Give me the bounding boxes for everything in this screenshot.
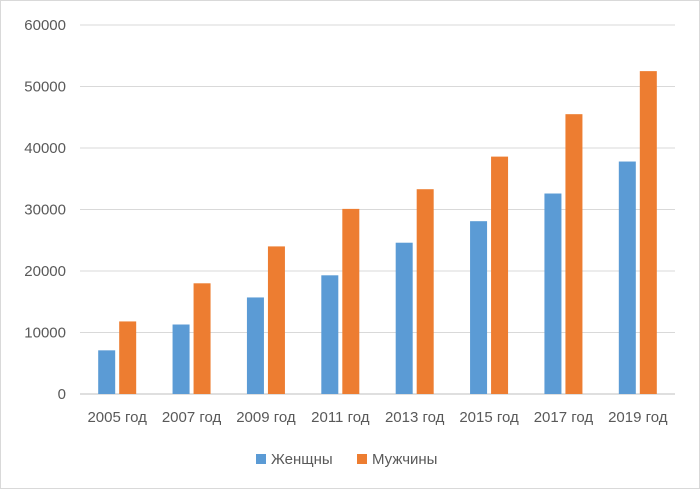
- bar-women-4: [395, 242, 413, 394]
- x-tick-label-5: 2015 год: [459, 409, 519, 426]
- legend-label-women: Женщны: [271, 451, 333, 468]
- bar-women-3: [321, 275, 339, 394]
- legend-swatch-men: [357, 454, 367, 464]
- x-tick-label-6: 2017 год: [534, 409, 594, 426]
- bar-men-3: [342, 208, 360, 394]
- y-tick-label-2: 20000: [24, 263, 66, 280]
- bar-women-7: [618, 161, 636, 394]
- x-tick-label-3: 2011 год: [311, 409, 370, 426]
- y-tick-label-6: 60000: [24, 17, 66, 34]
- legend-label-men: Мужчины: [372, 451, 437, 468]
- x-tick-label-0: 2005 год: [87, 409, 147, 426]
- bar-men-4: [416, 189, 434, 394]
- bar-men-2: [267, 246, 285, 394]
- x-tick-label-7: 2019 год: [608, 409, 668, 426]
- bar-men-1: [193, 283, 211, 394]
- bar-women-6: [544, 193, 562, 394]
- bar-women-5: [470, 221, 488, 394]
- x-tick-label-1: 2007 год: [162, 409, 222, 426]
- bar-men-0: [119, 321, 137, 394]
- y-tick-label-1: 10000: [24, 325, 66, 342]
- bar-men-6: [565, 114, 583, 395]
- legend-swatch-women: [256, 454, 266, 464]
- y-tick-label-0: 0: [58, 386, 66, 403]
- bar-men-7: [639, 71, 657, 394]
- y-tick-label-5: 50000: [24, 79, 66, 96]
- x-tick-label-2: 2009 год: [236, 409, 296, 426]
- y-tick-label-4: 40000: [24, 140, 66, 157]
- bar-women-2: [246, 297, 264, 394]
- bar-women-0: [98, 350, 116, 394]
- bar-men-5: [491, 156, 509, 394]
- bar-women-1: [172, 324, 190, 394]
- y-tick-label-3: 30000: [24, 202, 66, 219]
- x-tick-label-4: 2013 год: [385, 409, 445, 426]
